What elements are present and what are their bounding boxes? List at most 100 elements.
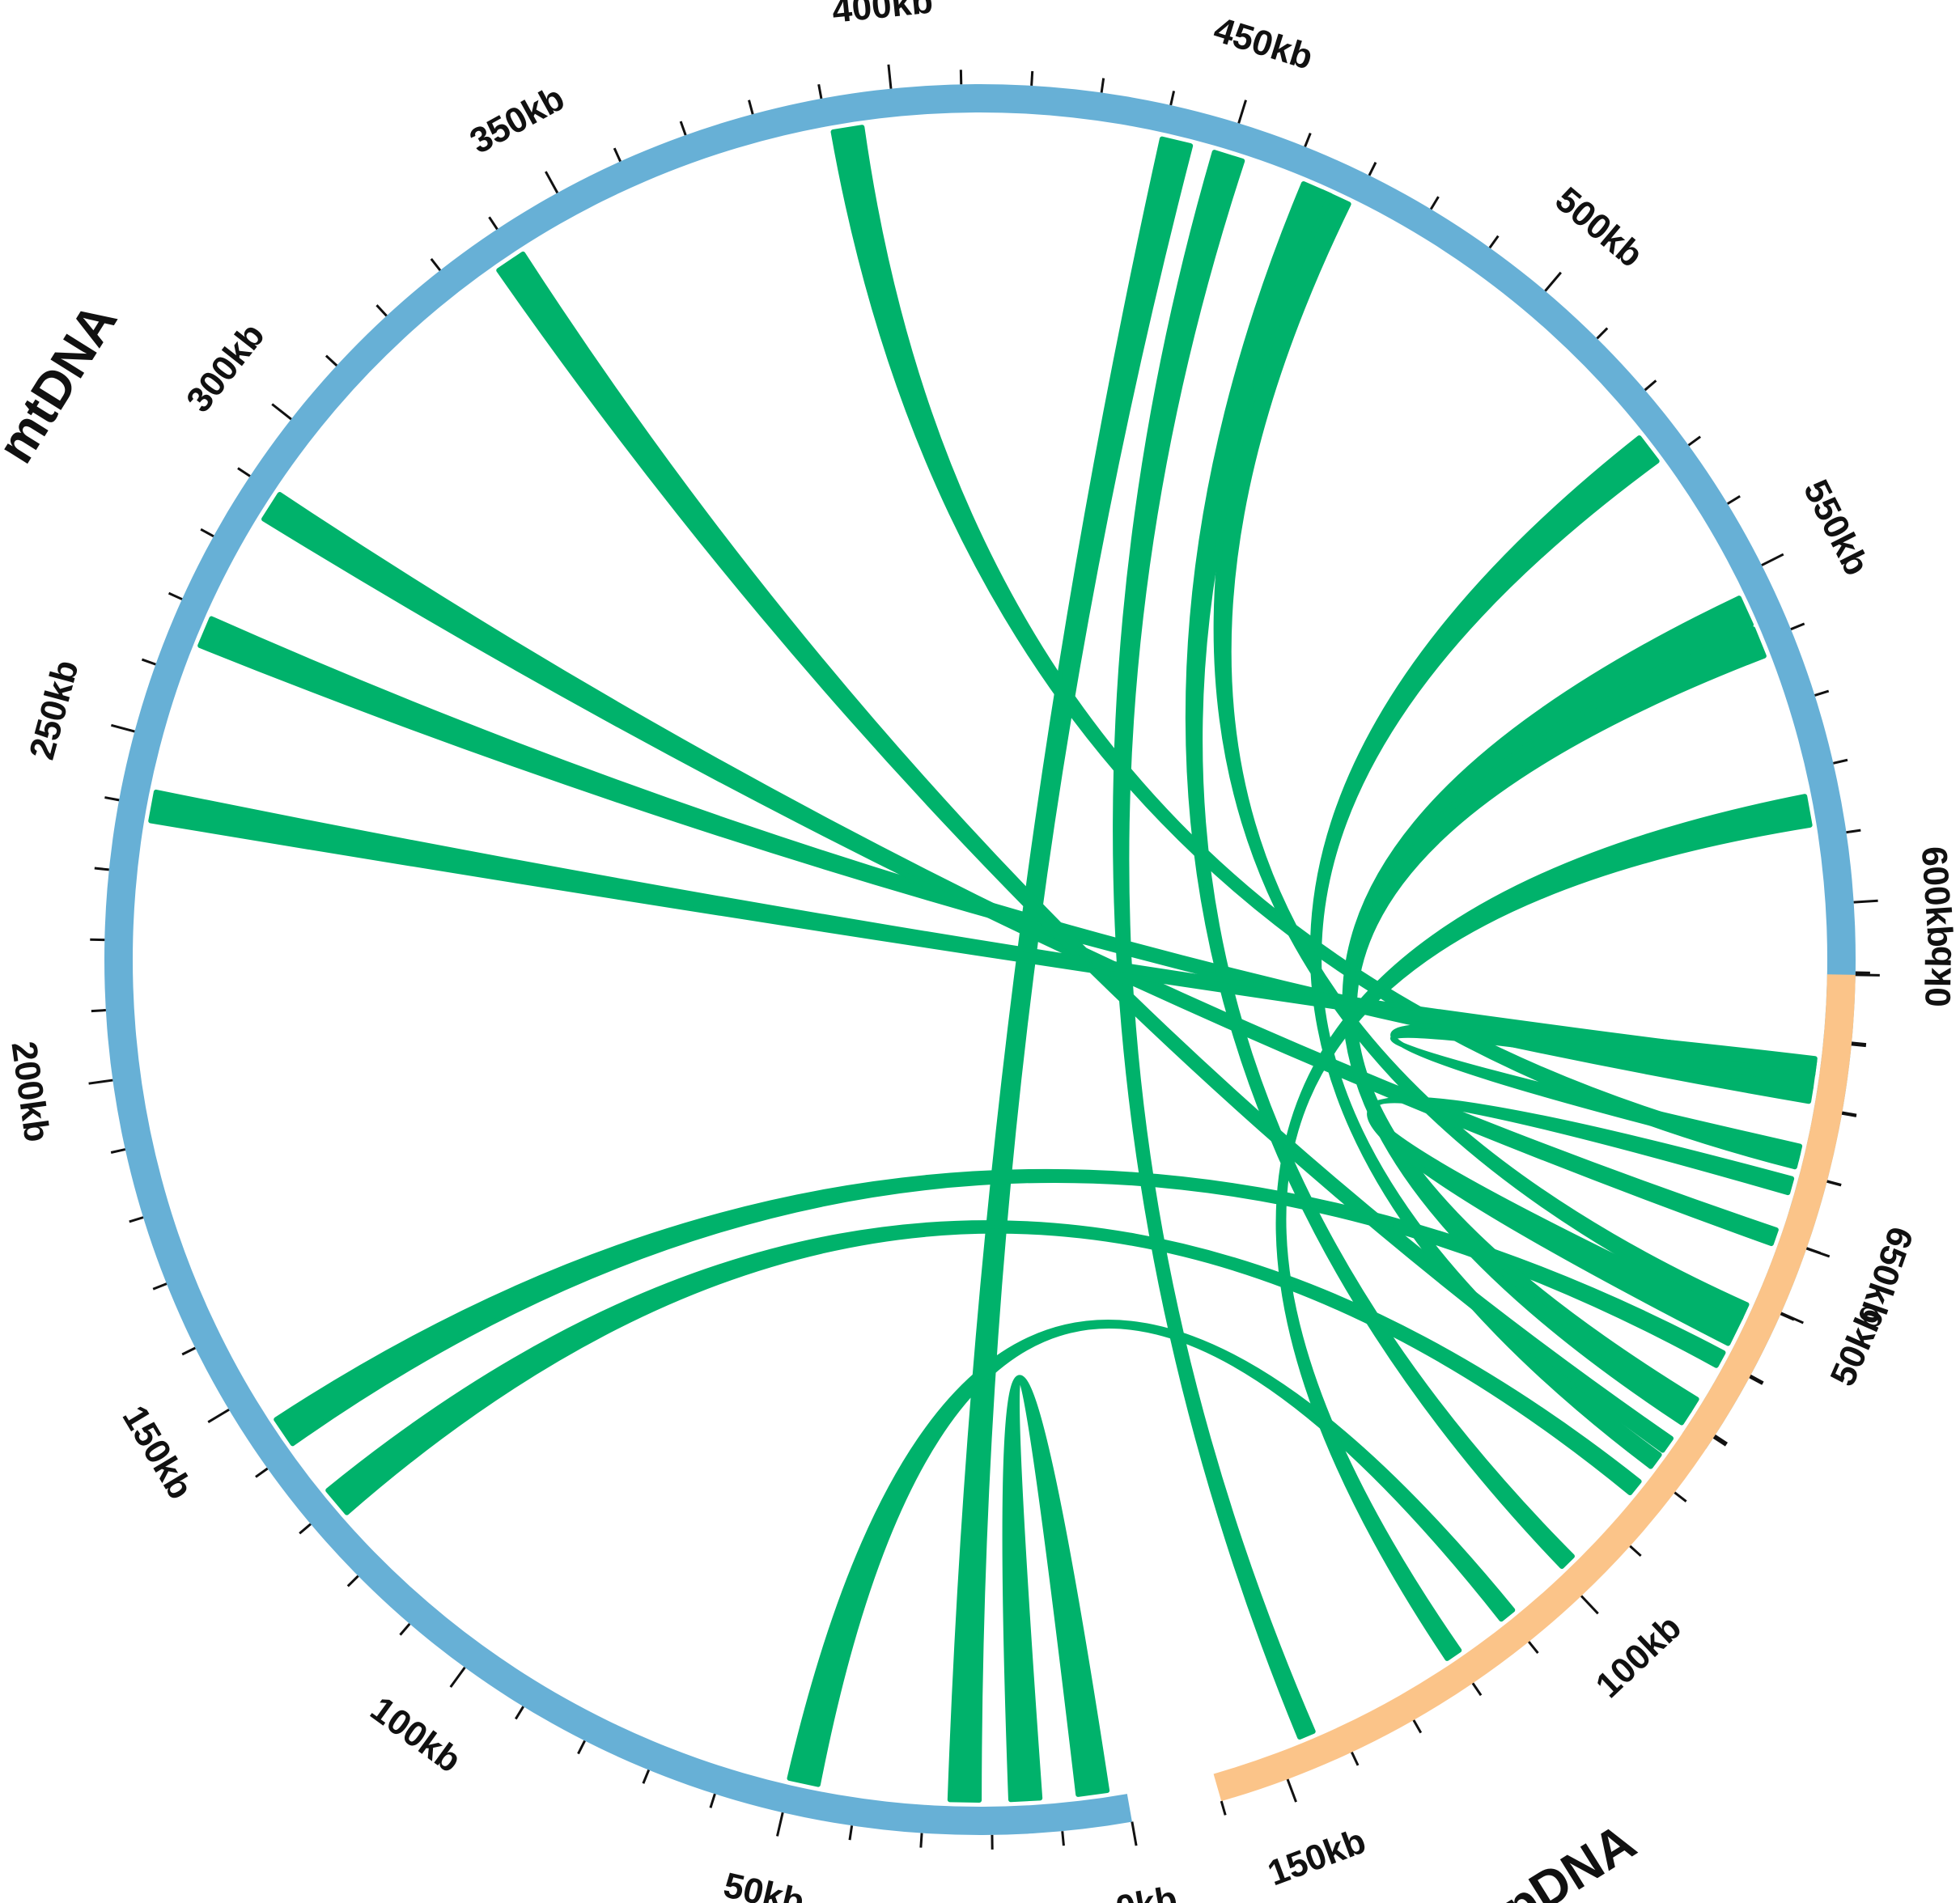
minor-tick [1528,1641,1539,1655]
minor-tick [1712,1436,1727,1447]
minor-tick [1846,829,1861,834]
minor-tick [1806,1247,1821,1255]
major-tick [1761,553,1784,566]
minor-tick [94,867,109,871]
major-tick [1855,973,1880,977]
tick-label: 150kb [1262,1821,1371,1894]
minor-tick [1749,1375,1763,1385]
link-9 [1113,150,1316,1740]
minor-tick [1061,1831,1065,1846]
tick-label: 100kb [1589,1608,1689,1706]
major-tick [449,1667,466,1689]
minor-tick [1750,1374,1764,1384]
tick-label: 500kb [1547,180,1650,275]
link-0 [1002,1375,1110,1803]
tick-label: 0kb [1919,945,1959,1007]
tick-label: 350kb [464,78,571,162]
link-7 [496,251,1674,1453]
tick-label: 50kb [720,1865,808,1903]
minor-tick [1714,1435,1729,1445]
major-tick [1286,1778,1297,1803]
major-tick [887,64,893,89]
major-tick [111,723,135,733]
minor-tick [104,796,120,802]
minor-tick [152,1282,168,1291]
link-15 [1275,794,1813,1661]
minor-tick [1351,1751,1360,1766]
segments-layer [104,84,1856,1835]
link-10 [1213,189,1750,1320]
minor-tick [709,1793,716,1808]
minor-tick [325,354,338,367]
minor-tick [515,1706,524,1720]
minor-tick [1030,70,1034,86]
minor-tick [679,121,687,136]
tick-label: 50kb [1822,1302,1891,1392]
minor-tick [1429,196,1440,210]
tick-label: 450kb [1209,10,1317,78]
link-12 [1309,435,1662,1469]
minor-tick [399,1622,411,1636]
minor-tick [1169,91,1176,106]
link-2 [787,1320,1516,1787]
minor-tick [181,1346,196,1356]
minor-tick [1412,1719,1423,1734]
minor-tick [1826,1180,1842,1187]
minor-tick [1814,689,1830,697]
tick-label: 600kb [1914,846,1960,949]
minor-tick [110,1148,126,1154]
minor-tick [237,467,251,477]
minor-tick [1833,758,1848,765]
minor-tick [1471,1682,1483,1697]
minor-tick [1629,1545,1642,1558]
tick-label: 300kb [179,316,273,419]
minor-tick [168,591,183,600]
segment-name-cpDNA: cpDNA [1468,1812,1645,1903]
links-layer [148,125,1818,1803]
minor-tick [375,304,388,317]
link-3 [274,1168,1726,1447]
major-tick [207,1408,230,1423]
link-11 [1185,180,1575,1570]
minor-tick [346,1575,359,1587]
minor-tick [1220,1800,1227,1816]
major-tick [1544,271,1562,292]
tick-label: 550kb [1796,473,1877,581]
major-tick [545,171,559,194]
link-17 [1367,1096,1795,1346]
minor-tick [299,1523,312,1535]
tick-label: 0kb [1113,1879,1180,1903]
minor-tick [1674,1491,1687,1502]
minor-tick [1726,494,1741,505]
tick-label: 400kb [830,0,935,31]
link-1 [947,136,1194,1803]
tick-label: 150kb [115,1399,201,1506]
minor-tick [642,1769,651,1784]
major-tick [271,403,292,421]
minor-tick [1488,235,1500,249]
minor-tick [577,1740,586,1755]
minor-tick [1304,133,1312,147]
minor-tick [1596,327,1609,340]
major-tick [1131,1821,1138,1846]
minor-tick [129,1216,144,1223]
minor-tick [141,658,156,666]
minor-tick [430,258,442,272]
minor-tick [748,100,754,115]
tick-label: 100kb [363,1689,469,1781]
major-tick [1853,899,1878,904]
minor-tick [1368,161,1377,176]
minor-tick [613,147,622,163]
minor-tick [1841,1112,1857,1117]
major-tick [776,1812,784,1837]
minor-tick [200,528,214,538]
minor-tick [1100,78,1105,93]
minor-tick [1644,379,1657,392]
minor-tick [1790,622,1805,631]
ticks-layer [88,64,1880,1850]
link-4 [325,1220,1642,1515]
minor-tick [919,1833,923,1848]
major-tick [1580,1595,1599,1615]
minor-tick [848,1825,854,1841]
minor-tick [817,83,823,100]
